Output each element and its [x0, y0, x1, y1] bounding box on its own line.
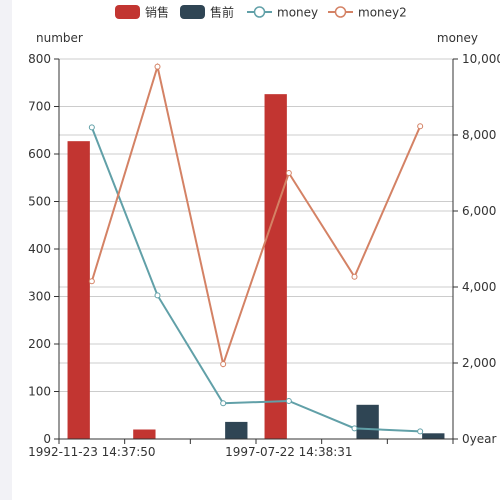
- left-tick-label: 600: [28, 147, 51, 161]
- left-tick-label: 300: [28, 290, 51, 304]
- left-tick-label: 800: [28, 52, 51, 66]
- point-money[interactable]: [417, 428, 424, 435]
- grid-lines: [59, 58, 453, 392]
- right-tick-label: 0year: [462, 432, 496, 446]
- point-money[interactable]: [154, 292, 161, 299]
- point-money2[interactable]: [88, 278, 95, 285]
- point-money[interactable]: [220, 400, 227, 407]
- right-tick-label: 4,000: [462, 280, 496, 294]
- point-money2[interactable]: [154, 63, 161, 70]
- line-money: [90, 127, 421, 433]
- legend-item-money[interactable]: money: [247, 6, 318, 20]
- right-tick-label: 8,000: [462, 128, 496, 142]
- legend-item-销售[interactable]: 销售: [115, 5, 169, 20]
- point-money2[interactable]: [220, 361, 227, 368]
- legend-group: 销售 售前 money money2: [115, 5, 407, 20]
- legend-label: money: [277, 6, 318, 20]
- bar-售前[interactable]: [422, 433, 445, 439]
- chart-panel: 0 100 200 300 400 500 600 700 800 0year 2,000 4,000…: [12, 0, 500, 500]
- y-right-label: money: [437, 31, 478, 45]
- point-money2[interactable]: [417, 123, 424, 130]
- left-tick-label: 100: [28, 385, 51, 399]
- legend-label: 销售: [145, 5, 169, 20]
- legend-swatch: [115, 5, 140, 19]
- x-tick-label: 1997-07-22 14:38:31: [225, 445, 352, 459]
- bar-销售[interactable]: [67, 141, 90, 440]
- bar-销售[interactable]: [264, 94, 287, 440]
- left-tick-label: 400: [28, 242, 51, 256]
- legend-item-money2[interactable]: money2: [328, 6, 407, 20]
- bar-售前[interactable]: [225, 421, 248, 439]
- left-tick-label: 200: [28, 337, 51, 351]
- left-tick-label: 500: [28, 195, 51, 209]
- point-money[interactable]: [88, 124, 95, 131]
- legend-item-售前[interactable]: 售前: [180, 5, 234, 20]
- chart-svg: 0 100 200 300 400 500 600 700 800 0year 2,000 4,000…: [28, 5, 500, 460]
- point-money2[interactable]: [285, 170, 292, 176]
- left-tick-label: 700: [28, 100, 51, 114]
- x-tick-label: 1992-11-23 14:37:50: [28, 445, 155, 459]
- bar-销售[interactable]: [133, 429, 156, 440]
- y-left-label: number: [36, 31, 83, 45]
- legend-label: money2: [358, 6, 407, 20]
- point-money[interactable]: [351, 425, 358, 432]
- right-tick-label: 6,000: [462, 204, 496, 218]
- point-money2[interactable]: [351, 273, 358, 280]
- bars-group: [67, 94, 445, 440]
- lines-group: [88, 62, 424, 435]
- point-money[interactable]: [285, 398, 292, 404]
- bar-售前[interactable]: [356, 404, 379, 439]
- left-tick-label: 0: [43, 432, 51, 446]
- axes-group: 0 100 200 300 400 500 600 700 800 0year 2,000 4,000…: [28, 31, 500, 459]
- right-tick-label: 2,000: [462, 356, 496, 370]
- right-tick-label: 10,000: [462, 52, 500, 66]
- legend-label: 售前: [210, 5, 234, 20]
- legend-swatch: [180, 5, 205, 19]
- legend-swatch-marker: [334, 6, 347, 18]
- legend-swatch-marker: [253, 6, 266, 18]
- line-money2: [90, 62, 422, 368]
